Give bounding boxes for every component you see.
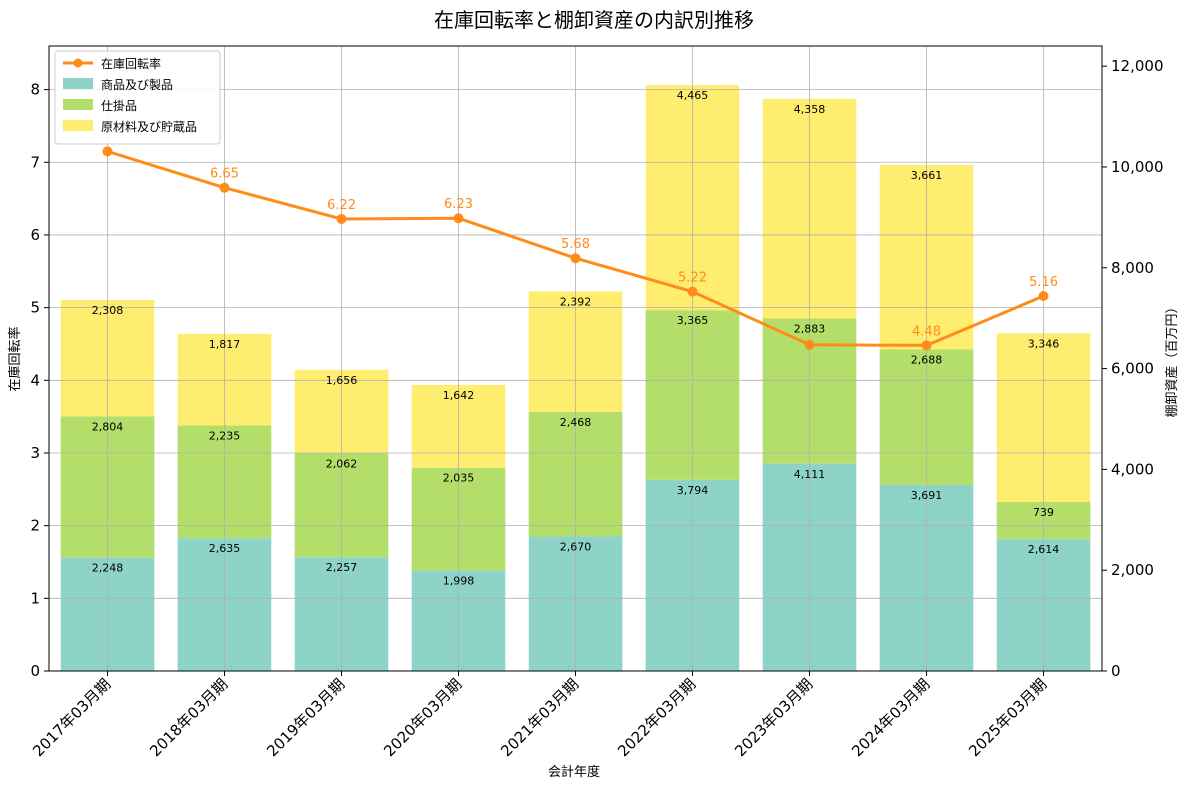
- bar-value-label: 4,358: [794, 103, 826, 116]
- bar-value-label: 2,688: [911, 353, 943, 366]
- bar-value-label: 2,670: [560, 540, 592, 553]
- bar-value-label: 2,257: [326, 561, 358, 574]
- turnover-point: [921, 340, 932, 351]
- turnover-value-label: 5.68: [561, 237, 590, 252]
- bar-value-label: 1,998: [443, 574, 475, 587]
- bar-value-label: 739: [1033, 506, 1054, 519]
- turnover-point: [570, 253, 581, 264]
- y-left-tick-label: 5: [30, 299, 40, 317]
- y-left-tick-label: 1: [30, 589, 40, 607]
- x-tick-label: 2019年03月期: [263, 675, 348, 760]
- x-tick-label: 2017年03月期: [29, 675, 114, 760]
- y-axis-left-title: 在庫回転率: [7, 326, 23, 391]
- y-right-tick-label: 10,000: [1111, 158, 1164, 176]
- x-tick-label: 2024年03月期: [848, 675, 933, 760]
- y-right-tick-label: 2,000: [1111, 561, 1154, 579]
- bar-value-label: 3,346: [1028, 337, 1060, 350]
- bar-value-label: 3,794: [677, 484, 709, 497]
- bar-labels-layer: 2,248 2,635 2,257 1,998 2,670 3,794 4,111 3,691…: [92, 89, 1060, 587]
- bar-value-label: 4,465: [677, 89, 709, 102]
- legend-bar-swatch: [63, 120, 93, 131]
- legend-bar-swatch: [63, 78, 93, 89]
- y-right-tick-label: 12,000: [1111, 57, 1164, 75]
- turnover-point: [219, 182, 230, 193]
- line-layer: 6.65 6.22 6.23 5.68 5.22 4.48 5.16: [102, 146, 1058, 351]
- y-left-tick-label: 0: [30, 662, 40, 680]
- turnover-point: [1038, 291, 1049, 301]
- y-right-tick-label: 0: [1111, 662, 1121, 680]
- turnover-value-label: 6.23: [444, 197, 473, 212]
- bar-value-label: 2,635: [209, 542, 241, 555]
- legend-bar-swatch: [63, 99, 93, 110]
- turnover-value-label: 5.22: [678, 271, 707, 286]
- turnover-point: [804, 339, 815, 350]
- x-tick-label: 2020年03月期: [380, 675, 465, 760]
- legend-line-marker: [73, 58, 83, 68]
- bar-value-label: 2,062: [326, 457, 358, 470]
- bar-value-label: 2,468: [560, 416, 592, 429]
- legend-label: 仕掛品: [101, 98, 137, 113]
- bar-value-label: 3,691: [911, 489, 943, 502]
- turnover-value-label: 4.48: [912, 324, 941, 339]
- bar-value-label: 1,817: [209, 338, 241, 351]
- legend-label: 商品及び製品: [101, 77, 173, 92]
- chart-title: 在庫回転率と棚卸資産の内訳別推移: [434, 8, 754, 32]
- legend-label: 在庫回転率: [101, 56, 161, 71]
- legend-label: 原材料及び貯蔵品: [101, 120, 197, 134]
- bar-value-label: 2,035: [443, 472, 475, 485]
- y-left-tick-label: 6: [30, 226, 40, 244]
- legend-frame: [54, 50, 221, 145]
- y-left-tick-label: 2: [30, 517, 40, 535]
- x-tick-label: 2025年03月期: [965, 675, 1050, 760]
- y-axis-right-title: 棚卸資産（百万円）: [1164, 300, 1180, 417]
- turnover-point: [102, 146, 113, 157]
- y-right-tick-label: 8,000: [1111, 259, 1154, 277]
- grid-layer: [49, 46, 1102, 672]
- bar-value-label: 2,392: [560, 295, 592, 308]
- bar-value-label: 1,642: [443, 389, 475, 402]
- bar-value-label: 2,248: [92, 562, 124, 575]
- y-left-tick-label: 3: [30, 444, 40, 462]
- x-tick-label: 2018年03月期: [146, 675, 231, 760]
- x-tick-label: 2023年03月期: [731, 675, 816, 760]
- turnover-value-label: 5.16: [1029, 275, 1058, 290]
- x-tick-label: 2022年03月期: [614, 675, 699, 760]
- y-right-tick-label: 4,000: [1111, 460, 1154, 478]
- bar-value-label: 2,804: [92, 420, 124, 433]
- turnover-point: [453, 213, 464, 224]
- y-left-tick-label: 4: [30, 371, 40, 389]
- x-tick-label: 2021年03月期: [497, 675, 582, 760]
- bar-value-label: 4,111: [794, 468, 826, 481]
- y-left-tick-label: 7: [30, 153, 40, 171]
- turnover-value-label: 6.65: [210, 167, 239, 182]
- y-right-tick-label: 6,000: [1111, 360, 1154, 378]
- bar-value-label: 2,235: [209, 430, 241, 443]
- turnover-value-label: 6.22: [327, 198, 356, 213]
- bar-value-label: 2,308: [92, 304, 124, 317]
- bar-value-label: 2,614: [1028, 543, 1060, 556]
- bar-value-label: 3,661: [911, 169, 943, 182]
- x-axis-title: 会計年度: [548, 764, 600, 780]
- bar-value-label: 3,365: [677, 314, 709, 327]
- turnover-point: [336, 213, 347, 224]
- bar-value-label: 1,656: [326, 374, 358, 387]
- bar-value-label: 2,883: [794, 322, 826, 335]
- turnover-point: [687, 286, 698, 297]
- y-left-tick-label: 8: [30, 81, 40, 99]
